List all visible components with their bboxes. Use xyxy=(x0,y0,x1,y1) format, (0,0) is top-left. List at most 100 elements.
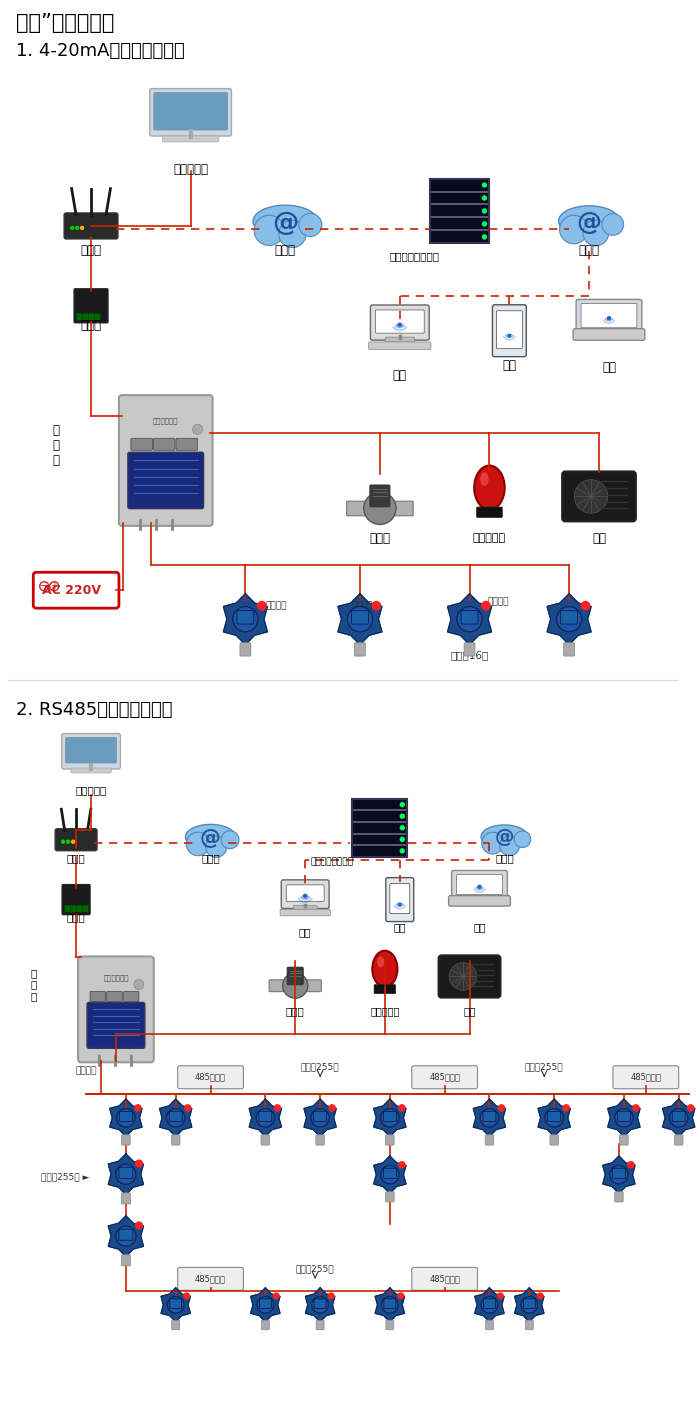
Circle shape xyxy=(256,1109,274,1127)
FancyBboxPatch shape xyxy=(128,452,204,509)
Polygon shape xyxy=(110,1099,142,1137)
Text: 信号输出: 信号输出 xyxy=(487,598,509,606)
Circle shape xyxy=(610,1165,628,1183)
FancyBboxPatch shape xyxy=(74,288,108,322)
Polygon shape xyxy=(603,1157,635,1193)
FancyBboxPatch shape xyxy=(314,1112,327,1121)
FancyBboxPatch shape xyxy=(353,846,407,855)
Polygon shape xyxy=(538,1099,570,1137)
Polygon shape xyxy=(249,1099,281,1137)
Circle shape xyxy=(117,1109,135,1127)
Text: 通
讯
线: 通 讯 线 xyxy=(52,424,60,467)
FancyBboxPatch shape xyxy=(525,1320,533,1330)
FancyBboxPatch shape xyxy=(353,799,407,809)
FancyBboxPatch shape xyxy=(62,885,90,915)
FancyBboxPatch shape xyxy=(76,314,83,321)
Polygon shape xyxy=(473,1099,505,1137)
FancyBboxPatch shape xyxy=(316,1135,324,1145)
Text: 485中继器: 485中继器 xyxy=(429,1072,460,1082)
Circle shape xyxy=(206,836,227,857)
FancyBboxPatch shape xyxy=(390,884,410,913)
Circle shape xyxy=(167,1296,184,1313)
Text: 安帕尔网络服务器: 安帕尔网络服务器 xyxy=(390,250,440,260)
Ellipse shape xyxy=(474,466,505,509)
Text: 通
讯
线: 通 讯 线 xyxy=(30,968,36,1000)
Circle shape xyxy=(608,317,610,319)
Circle shape xyxy=(400,837,405,841)
Circle shape xyxy=(135,1104,141,1112)
Circle shape xyxy=(283,974,308,998)
Text: 可连接255台: 可连接255台 xyxy=(296,1265,335,1273)
FancyBboxPatch shape xyxy=(386,1192,394,1202)
FancyBboxPatch shape xyxy=(370,305,429,340)
FancyBboxPatch shape xyxy=(293,906,317,910)
Text: 1. 4-20mA信号连接系统图: 1. 4-20mA信号连接系统图 xyxy=(16,42,185,61)
Text: 转换器: 转换器 xyxy=(66,913,85,923)
FancyBboxPatch shape xyxy=(131,438,153,450)
Polygon shape xyxy=(447,594,491,644)
Text: 可连接16个: 可连接16个 xyxy=(450,650,489,660)
Text: 可连接255台: 可连接255台 xyxy=(525,1062,564,1072)
FancyBboxPatch shape xyxy=(485,1135,494,1145)
FancyBboxPatch shape xyxy=(281,879,329,909)
FancyBboxPatch shape xyxy=(496,311,522,349)
FancyBboxPatch shape xyxy=(353,833,407,844)
FancyBboxPatch shape xyxy=(576,300,642,332)
FancyBboxPatch shape xyxy=(464,643,475,656)
Text: 信号输出: 信号输出 xyxy=(352,602,374,611)
FancyBboxPatch shape xyxy=(430,191,489,204)
FancyBboxPatch shape xyxy=(34,573,119,608)
Circle shape xyxy=(274,1293,279,1299)
FancyBboxPatch shape xyxy=(477,507,503,518)
Circle shape xyxy=(615,1109,633,1127)
Circle shape xyxy=(482,832,503,854)
Circle shape xyxy=(545,1109,564,1127)
Circle shape xyxy=(116,1225,136,1247)
FancyBboxPatch shape xyxy=(71,905,76,912)
Polygon shape xyxy=(161,1287,190,1321)
Polygon shape xyxy=(160,1099,192,1137)
Circle shape xyxy=(136,1223,142,1228)
FancyBboxPatch shape xyxy=(88,314,95,321)
Text: @: @ xyxy=(272,210,298,236)
Circle shape xyxy=(482,196,486,200)
FancyBboxPatch shape xyxy=(119,395,213,526)
Circle shape xyxy=(71,227,74,229)
Circle shape xyxy=(381,1109,399,1127)
Text: 风机: 风机 xyxy=(463,1006,476,1016)
FancyBboxPatch shape xyxy=(314,1299,326,1309)
Text: 485中继器: 485中继器 xyxy=(429,1275,460,1283)
Circle shape xyxy=(582,602,589,609)
FancyBboxPatch shape xyxy=(486,1320,493,1330)
FancyBboxPatch shape xyxy=(237,611,254,625)
Circle shape xyxy=(329,1104,335,1112)
FancyBboxPatch shape xyxy=(71,768,111,772)
FancyBboxPatch shape xyxy=(154,93,228,129)
Ellipse shape xyxy=(253,205,318,238)
FancyBboxPatch shape xyxy=(620,1135,628,1145)
FancyBboxPatch shape xyxy=(261,1135,270,1145)
FancyBboxPatch shape xyxy=(269,979,321,992)
Text: 风机: 风机 xyxy=(592,532,606,545)
FancyBboxPatch shape xyxy=(76,905,83,912)
Text: 电磁阀: 电磁阀 xyxy=(286,1006,304,1016)
FancyBboxPatch shape xyxy=(261,1320,270,1330)
Circle shape xyxy=(40,581,49,591)
Circle shape xyxy=(279,221,306,248)
Polygon shape xyxy=(251,1287,280,1321)
Circle shape xyxy=(254,215,284,245)
FancyBboxPatch shape xyxy=(385,338,414,342)
Circle shape xyxy=(312,1296,328,1313)
Polygon shape xyxy=(108,1154,144,1195)
FancyBboxPatch shape xyxy=(119,1168,133,1179)
FancyBboxPatch shape xyxy=(353,810,407,820)
Circle shape xyxy=(498,1293,503,1299)
FancyBboxPatch shape xyxy=(121,1255,130,1266)
FancyBboxPatch shape xyxy=(90,992,106,1002)
Circle shape xyxy=(80,227,83,229)
FancyBboxPatch shape xyxy=(94,314,101,321)
Circle shape xyxy=(136,1161,142,1166)
FancyBboxPatch shape xyxy=(573,329,645,340)
Text: 485中继器: 485中继器 xyxy=(195,1072,226,1082)
Circle shape xyxy=(221,830,239,848)
